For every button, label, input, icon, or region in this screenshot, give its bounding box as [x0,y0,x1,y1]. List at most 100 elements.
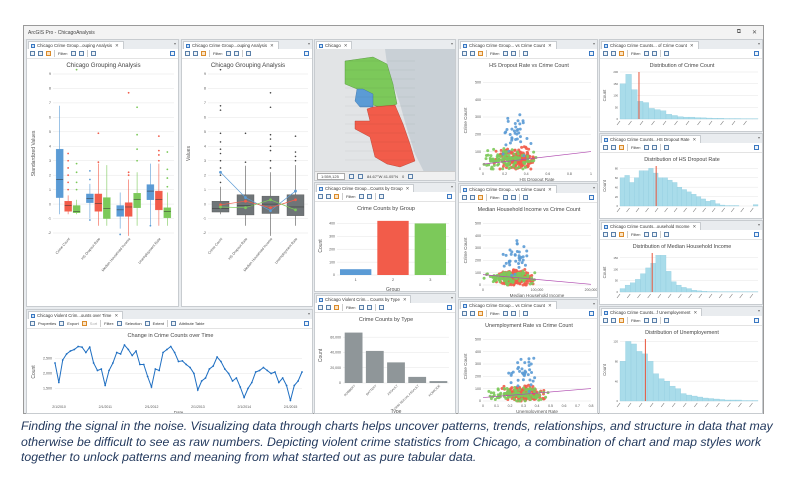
filter-extent-icon[interactable] [652,232,657,237]
histogram-bin[interactable] [681,189,687,207]
histogram-bin[interactable] [638,170,644,207]
properties-icon[interactable] [603,318,608,323]
histogram-bin[interactable] [672,182,678,207]
attribute-table-icon[interactable] [664,318,669,323]
bar-assault[interactable] [387,362,405,383]
histogram-bin[interactable] [670,281,677,293]
properties-icon[interactable] [603,145,608,150]
attribute-table-icon[interactable] [523,195,528,200]
histogram-bin[interactable] [641,353,648,402]
histogram-bin[interactable] [619,83,626,120]
filter-extent-icon[interactable] [511,51,516,56]
histogram-bin[interactable] [619,288,626,293]
tab-close-icon[interactable]: ✕ [692,224,697,229]
sort-icon[interactable] [334,194,339,199]
histogram-bin[interactable] [680,393,687,402]
sort-icon[interactable] [619,318,624,323]
bar-3[interactable] [414,223,447,275]
histogram-bin[interactable] [664,381,670,402]
sort-icon[interactable] [46,51,51,56]
histogram-bin[interactable] [658,378,665,402]
chart-properties-pane-icon[interactable] [304,321,309,326]
histogram-bin[interactable] [637,101,644,120]
chart-properties-pane-icon[interactable] [589,51,594,56]
filter-selection-icon[interactable] [503,311,508,316]
export-button[interactable]: Export [67,321,79,326]
filter-selection-icon[interactable] [359,194,364,199]
panel-menu-chevron-icon[interactable]: ▾ [173,41,176,46]
tab-sc1[interactable]: Chicago Crime Group... vs Crime Count ✕ [460,41,557,49]
attribute-table-icon[interactable] [664,51,669,56]
properties-icon[interactable] [30,51,35,56]
export-icon[interactable] [326,194,331,199]
chart-properties-pane-icon[interactable] [170,51,175,56]
tab-close-icon[interactable]: ✕ [115,43,119,48]
chart-properties-pane-icon[interactable] [589,311,594,316]
sort-icon[interactable] [478,195,483,200]
histogram-bin[interactable] [676,187,683,207]
filter-selection-icon[interactable] [644,51,649,56]
histogram-bin[interactable] [683,116,690,120]
histogram-bin[interactable] [717,118,724,120]
histogram-bin[interactable] [701,291,708,293]
histogram-bin[interactable] [630,343,637,402]
histogram-bin[interactable] [625,74,632,120]
export-icon[interactable] [59,321,65,326]
histogram-bin[interactable] [688,116,695,120]
full-extent-icon[interactable] [358,173,363,179]
sort-icon[interactable] [619,51,624,56]
histogram-bin[interactable] [647,361,654,402]
tab-close-icon[interactable]: ✕ [547,303,552,308]
panel-menu-chevron-icon[interactable]: ▾ [757,135,760,140]
histogram-bin[interactable] [662,177,668,207]
histogram-bin[interactable] [724,399,731,402]
bar-battery[interactable] [365,350,384,383]
histogram-bin[interactable] [719,204,725,207]
histogram-bin[interactable] [642,102,649,120]
histogram-bin[interactable] [660,255,667,293]
histogram-bin[interactable] [708,398,714,402]
panel-menu-chevron-icon[interactable]: ▾ [307,41,310,46]
bar-crim-sexual-assault[interactable] [408,376,427,383]
export-icon[interactable] [193,51,198,56]
histogram-bin[interactable] [625,341,632,402]
bar-1[interactable] [339,269,372,275]
map-scale-selector[interactable]: 1:559,125 [317,172,345,180]
histogram-bin[interactable] [702,397,709,402]
histogram-bin[interactable] [667,179,673,207]
filter-extent-icon[interactable] [652,318,657,323]
filter-selection-icon[interactable] [644,145,649,150]
panel-menu-chevron-icon[interactable]: ▾ [757,222,760,227]
tab-close-icon[interactable]: ✕ [547,187,552,192]
navigate-icon[interactable] [349,173,354,179]
properties-icon[interactable] [462,51,467,56]
properties-icon[interactable] [318,194,323,199]
filter-extent-icon[interactable] [652,51,657,56]
export-icon[interactable] [470,311,475,316]
panel-menu-chevron-icon[interactable]: ▾ [592,301,595,306]
histogram-bin[interactable] [710,200,716,207]
histogram-bin[interactable] [665,271,672,293]
tab-h4[interactable]: Chicago Crime Counts...f Unemployement ✕ [601,308,703,316]
tab-close-icon[interactable]: ✕ [405,186,410,191]
tab-box1[interactable]: Chicago Crime Group...ouping Analysis ✕ [28,41,124,49]
tab-close-icon[interactable]: ✕ [270,43,274,48]
tab-type[interactable]: Chicago Violent Crim... Counts by Type ✕ [316,295,412,303]
filter-extent-button[interactable]: Extent [152,321,164,326]
histogram-bin[interactable] [719,399,726,402]
attribute-table-icon[interactable] [379,305,384,310]
export-icon[interactable] [38,51,43,56]
filter-selection-button[interactable]: Selection [125,321,142,326]
filter-extent-icon[interactable] [511,195,516,200]
histogram-bin[interactable] [696,290,702,293]
panel-menu-chevron-icon[interactable]: ▾ [450,184,453,189]
sort-icon[interactable] [81,321,87,326]
properties-icon[interactable] [462,311,467,316]
export-icon[interactable] [611,51,616,56]
export-icon[interactable] [326,305,331,310]
histogram-bin[interactable] [630,282,636,293]
bar-homicide[interactable] [429,381,448,383]
export-icon[interactable] [611,232,616,237]
filter-extent-icon[interactable] [652,145,657,150]
filter-extent-icon[interactable] [234,51,239,56]
